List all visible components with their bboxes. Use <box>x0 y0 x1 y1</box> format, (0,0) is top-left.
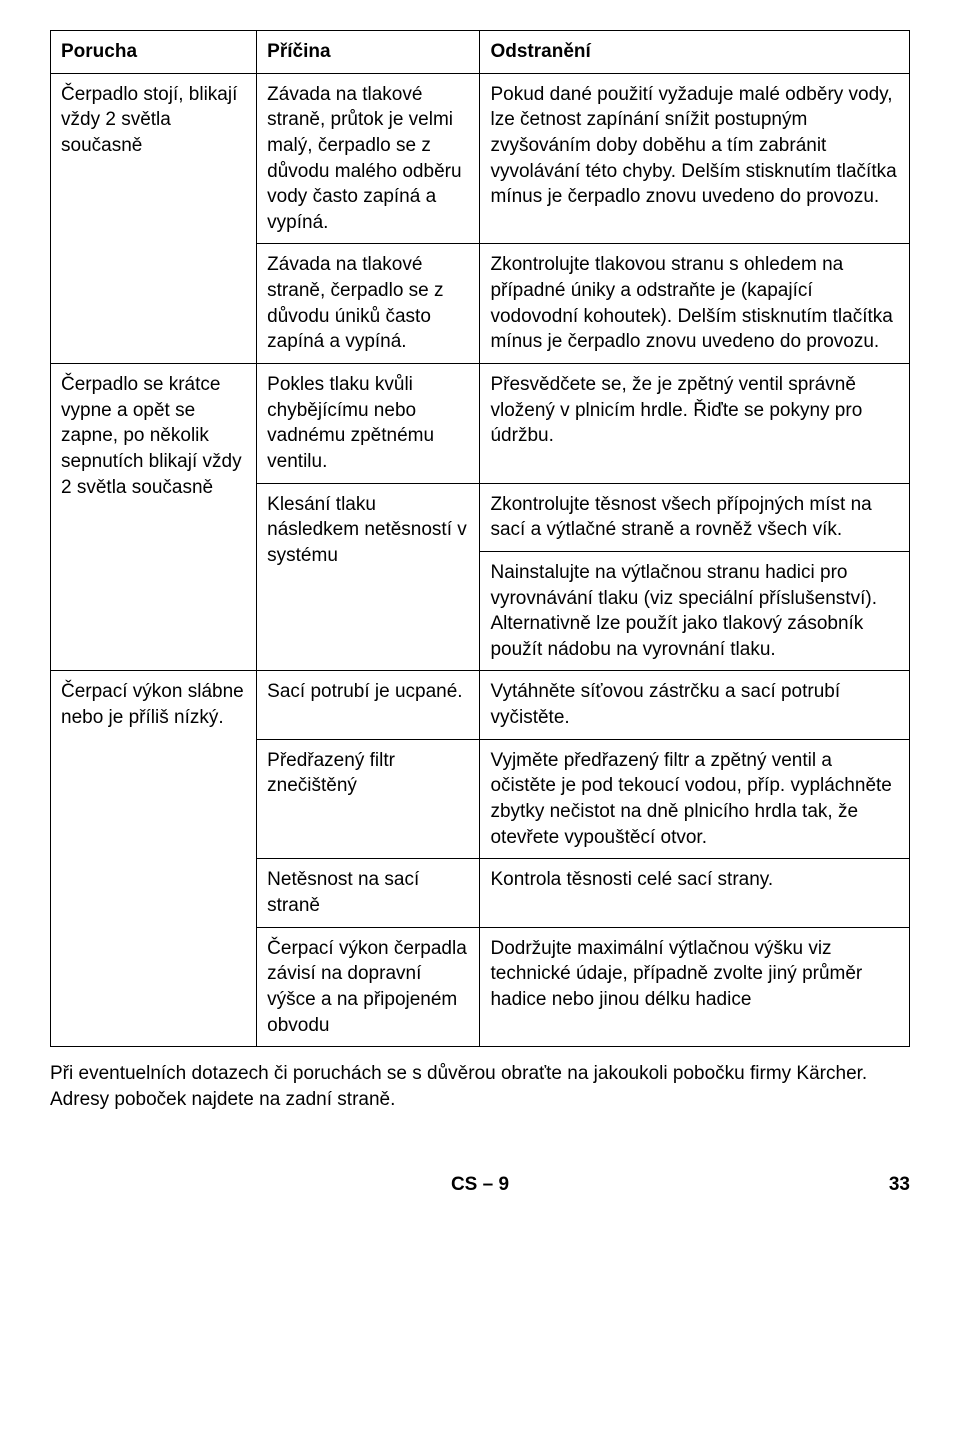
table-cell: Zkontrolujte tlakovou stranu s ohledem n… <box>480 244 910 364</box>
column-header: Příčina <box>257 31 480 74</box>
table-cell: Předřazený filtr znečištěný <box>257 739 480 859</box>
table-cell: Pokud dané použití vyžaduje malé odběry … <box>480 73 910 244</box>
table-cell: Čerpací výkon čerpadla závisí na dopravn… <box>257 927 480 1047</box>
footer: CS – 9 33 <box>50 1172 910 1198</box>
table-cell: Čerpadlo stojí, blikají vždy 2 světla so… <box>51 73 257 363</box>
table-header: PoruchaPříčinaOdstranění <box>51 31 910 74</box>
table-cell: Závada na tlakové straně, čerpadlo se z … <box>257 244 480 364</box>
table-cell: Čerpací výkon slábne nebo je příliš nízk… <box>51 671 257 1047</box>
table-cell: Klesání tlaku následkem netěsností v sys… <box>257 483 480 671</box>
footnote-text: Při eventuelních dotazech či poruchách s… <box>50 1061 910 1112</box>
column-header: Odstranění <box>480 31 910 74</box>
table-cell: Závada na tlakové straně, průtok je velm… <box>257 73 480 244</box>
table-cell: Dodržujte maximální výtlačnou výšku viz … <box>480 927 910 1047</box>
table-row: Čerpadlo se krátce vypne a opět se zapne… <box>51 364 910 484</box>
table-row: Čerpadlo stojí, blikají vždy 2 světla so… <box>51 73 910 244</box>
page-number: 33 <box>889 1172 910 1198</box>
table-cell: Zkontrolujte těsnost všech přípojných mí… <box>480 483 910 551</box>
footer-center: CS – 9 <box>50 1172 910 1198</box>
table-cell: Netěsnost na sací straně <box>257 859 480 927</box>
table-cell: Kontrola těsnosti celé sací strany. <box>480 859 910 927</box>
table-cell: Přesvědčete se, že je zpětný ventil sprá… <box>480 364 910 484</box>
table-cell: Pokles tlaku kvůli chybějícímu nebo vadn… <box>257 364 480 484</box>
table-cell: Vyjměte předřazený filtr a zpětný ventil… <box>480 739 910 859</box>
table-cell: Vytáhněte síťovou zástrčku a sací potrub… <box>480 671 910 739</box>
table-body: Čerpadlo stojí, blikají vždy 2 světla so… <box>51 73 910 1047</box>
table-cell: Čerpadlo se krátce vypne a opět se zapne… <box>51 364 257 671</box>
table-cell: Sací potrubí je ucpané. <box>257 671 480 739</box>
troubleshooting-table: PoruchaPříčinaOdstranění Čerpadlo stojí,… <box>50 30 910 1047</box>
table-row: Čerpací výkon slábne nebo je příliš nízk… <box>51 671 910 739</box>
table-cell: Nainstalujte na výtlačnou stranu hadici … <box>480 551 910 671</box>
column-header: Porucha <box>51 31 257 74</box>
